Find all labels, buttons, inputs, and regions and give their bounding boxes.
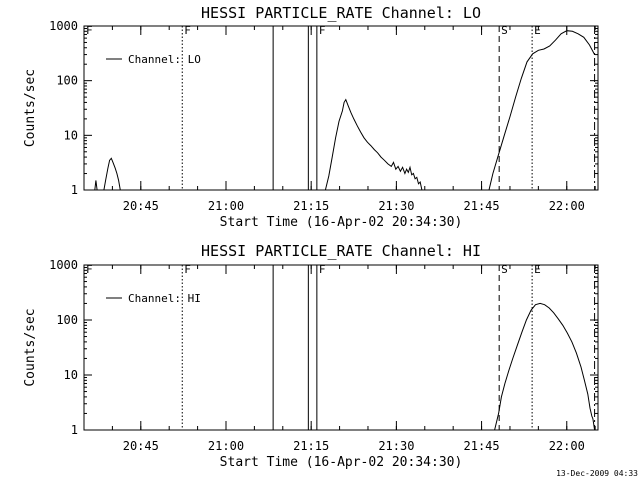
y-tick-label: 100	[56, 74, 78, 88]
data-series-line	[494, 302, 596, 431]
event-marker-label: F	[184, 263, 191, 276]
x-tick-label: 21:00	[208, 199, 244, 213]
event-marker-label: S	[501, 263, 508, 276]
y-tick-label: 100	[56, 313, 78, 327]
x-tick-label: 22:00	[549, 439, 585, 453]
data-series-line	[488, 30, 596, 191]
data-series-line	[324, 98, 423, 191]
chart-title: HESSI PARTICLE_RATE Channel: LO	[201, 4, 481, 22]
timestamp-stamp: 13-Dec-2009 04:33	[556, 469, 638, 478]
plot-frame	[83, 264, 599, 431]
event-marker-label: F	[319, 24, 326, 37]
chart-panel-1: HESSI PARTICLE_RATE Channel: LO 1 10 100 100…	[23, 4, 599, 230]
y-tick-label: 1000	[49, 258, 78, 272]
data-series-line	[103, 157, 121, 191]
event-marker-label: F	[319, 263, 326, 276]
x-tick-label: 21:15	[293, 439, 329, 453]
y-axis-label: Counts/sec	[23, 308, 38, 386]
event-marker-label: E	[534, 24, 541, 37]
event-marker-label: E	[534, 263, 541, 276]
x-tick-label: 21:45	[464, 199, 500, 213]
y-axis-label: Counts/sec	[23, 69, 38, 147]
x-tick-label: 21:45	[464, 439, 500, 453]
data-series-line	[94, 180, 98, 191]
x-tick-label: 21:15	[293, 199, 329, 213]
y-tick-label: 1	[71, 423, 78, 437]
x-tick-label: 21:30	[378, 199, 414, 213]
x-tick-label: 20:45	[123, 199, 159, 213]
event-marker-label: F	[86, 263, 93, 276]
legend-label: Channel: LO	[128, 53, 201, 66]
x-tick-label: 21:00	[208, 439, 244, 453]
event-marker-label: S	[501, 24, 508, 37]
event-marker-label: F	[86, 24, 93, 37]
y-tick-label: 1000	[49, 19, 78, 33]
y-tick-label: 1	[71, 183, 78, 197]
plot-frame	[83, 25, 599, 191]
x-axis-label: Start Time (16-Apr-02 20:34:30)	[220, 215, 463, 230]
x-tick-label: 21:30	[378, 439, 414, 453]
y-tick-label: 10	[64, 368, 78, 382]
y-tick-label: 10	[64, 128, 78, 142]
chart-panel-2: HESSI PARTICLE_RATE Channel: HI 1 10 100 100…	[23, 242, 599, 470]
x-tick-label: 20:45	[123, 439, 159, 453]
event-marker-label: F	[184, 24, 191, 37]
chart-title: HESSI PARTICLE_RATE Channel: HI	[201, 242, 481, 260]
x-axis-label: Start Time (16-Apr-02 20:34:30)	[220, 455, 463, 470]
legend-label: Channel: HI	[128, 292, 201, 305]
x-tick-label: 22:00	[549, 199, 585, 213]
